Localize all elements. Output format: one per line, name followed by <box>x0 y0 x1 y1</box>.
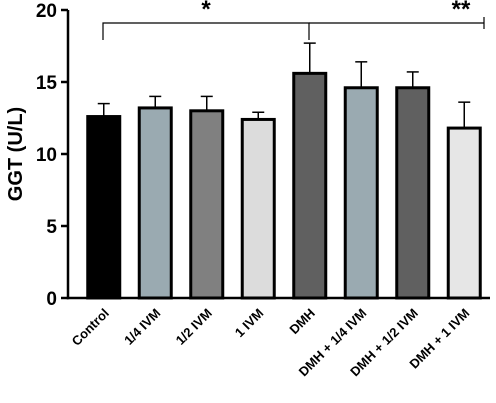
y-tick-label: 20 <box>36 1 57 22</box>
bar <box>137 106 173 300</box>
bracket <box>309 17 485 29</box>
bar <box>240 117 276 300</box>
bar <box>189 109 225 300</box>
y-tick-label: 0 <box>46 289 57 310</box>
bar <box>292 71 328 300</box>
bar <box>86 115 122 300</box>
bracket <box>102 22 310 40</box>
bar <box>343 86 379 300</box>
bar <box>446 126 482 300</box>
annotation: ** <box>452 0 471 23</box>
y-axis-label: GGT (U/L) <box>5 107 27 201</box>
annotation: * <box>201 0 211 23</box>
y-tick-label: 15 <box>36 73 58 94</box>
x-tick-label: 1/4 IVM <box>121 306 163 348</box>
y-tick-label: 10 <box>36 145 57 166</box>
x-tick-label: DMH <box>286 306 318 338</box>
x-tick-label: 1/2 IVM <box>173 306 215 348</box>
bar <box>395 86 431 300</box>
y-tick-label: 5 <box>46 217 57 238</box>
x-tick-label: 1 IVM <box>232 306 267 341</box>
x-tick-label: Control <box>69 306 112 349</box>
